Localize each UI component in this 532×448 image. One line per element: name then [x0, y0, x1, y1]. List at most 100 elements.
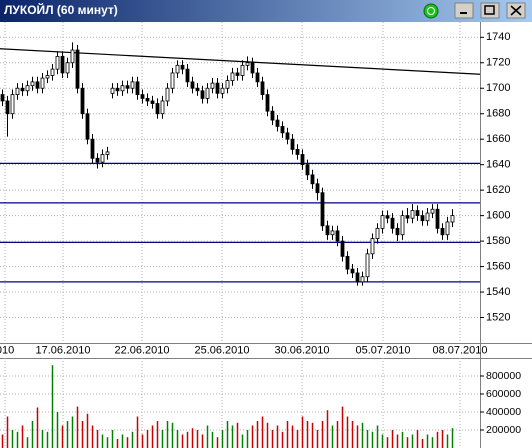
y-tick-label: 1720: [486, 57, 510, 69]
candle-body: [440, 227, 445, 236]
y-tick-label: 1660: [486, 133, 510, 145]
candle-body: [20, 87, 25, 92]
candle-body: [175, 64, 180, 74]
candle-body: [410, 210, 415, 219]
candle-body: [220, 87, 225, 94]
minimize-button[interactable]: [454, 2, 474, 19]
candle-body: [430, 208, 435, 214]
candle-body: [100, 154, 105, 163]
candle-body: [15, 87, 20, 96]
y-tick-label: 600000: [486, 388, 521, 400]
candle-body: [45, 75, 50, 79]
candle-body: [30, 81, 35, 87]
candle-body: [325, 225, 330, 236]
candle-body: [105, 151, 110, 155]
x-tick-label: 17.06.2010: [35, 344, 90, 356]
candle-body: [195, 87, 200, 92]
candle-body: [360, 276, 365, 283]
candle-body: [260, 81, 265, 96]
candle-body: [400, 215, 405, 236]
window-title: ЛУКОЙЛ (60 минут): [4, 2, 118, 17]
candle-body: [215, 82, 220, 94]
y-tick-label: 1600: [486, 210, 510, 222]
candle-body: [180, 64, 185, 70]
candle-body: [190, 81, 195, 89]
candle-body: [375, 227, 380, 239]
candle-body: [420, 215, 425, 222]
volume-plot: [0, 358, 480, 448]
candle-body: [75, 49, 80, 89]
candle-body: [275, 119, 280, 127]
y-tick-label: 800000: [486, 370, 521, 382]
y-tick-label: 1640: [486, 159, 510, 171]
y-tick-label: 400000: [486, 406, 521, 418]
axes: 1520 1540 1560 1580 1600 1620 1640 1660 1680 1700…: [0, 31, 521, 436]
candle-body: [185, 68, 190, 83]
candle-body: [305, 164, 310, 176]
candle-body: [55, 55, 60, 70]
title-bar: [0, 0, 532, 22]
candle-body: [110, 87, 115, 94]
candle-body: [210, 82, 215, 89]
candle-body: [160, 100, 165, 115]
candle-body: [405, 215, 410, 219]
candle-body: [335, 230, 340, 242]
candle-body: [280, 126, 285, 134]
candle-body: [385, 215, 390, 219]
candle-body: [230, 72, 235, 81]
candle-body: [140, 94, 145, 99]
candle-body: [285, 132, 290, 140]
candle-body: [290, 138, 295, 150]
candle-body: [395, 227, 400, 236]
y-tick-label: 1560: [486, 260, 510, 272]
candle-body: [65, 62, 70, 74]
status-icon[interactable]: [423, 3, 439, 19]
candle-body: [0, 94, 5, 102]
candle-body: [145, 98, 150, 102]
candle-body: [235, 72, 240, 76]
candle-body: [340, 240, 345, 257]
candle-body: [300, 154, 305, 166]
candle-body: [345, 255, 350, 270]
candle-body: [225, 80, 230, 89]
x-tick-label: 22.06.2010: [114, 344, 169, 356]
candle-body: [365, 253, 370, 278]
candle-body: [390, 217, 395, 229]
y-tick-label: 1620: [486, 184, 510, 196]
candle-body: [355, 272, 360, 283]
candle-body: [205, 87, 210, 99]
candle-body: [150, 100, 155, 104]
candle-body: [60, 55, 65, 74]
candle-body: [295, 148, 300, 155]
candle-body: [320, 192, 325, 227]
y-tick-label: 1740: [486, 31, 510, 43]
y-tick-label: 1680: [486, 108, 510, 120]
candle-body: [170, 72, 175, 89]
candle-body: [120, 85, 125, 92]
x-tick-label: 010: [0, 344, 14, 356]
candle-body: [50, 68, 55, 76]
candle-body: [80, 87, 85, 115]
candle-body: [125, 85, 130, 89]
y-tick-label: 1580: [486, 235, 510, 247]
candle-body: [240, 64, 245, 76]
candle-body: [95, 157, 100, 163]
candle-body: [85, 113, 90, 140]
maximize-glyph: [484, 5, 495, 15]
y-tick-label: 1540: [486, 286, 510, 298]
candle-body: [10, 94, 15, 115]
trend-line: [0, 48, 480, 75]
candle-body: [450, 215, 455, 223]
x-tick-label: 05.07.2010: [355, 344, 410, 356]
candle-body: [310, 174, 315, 185]
price-plot: [0, 22, 480, 343]
candle-body: [315, 183, 320, 194]
candle-body: [270, 110, 275, 121]
candle-body: [135, 81, 140, 96]
candle-body: [350, 268, 355, 274]
candle-body: [245, 62, 250, 66]
y-tick-label: 1520: [486, 311, 510, 323]
candle-body: [250, 62, 255, 74]
chart-area: [0, 22, 532, 448]
